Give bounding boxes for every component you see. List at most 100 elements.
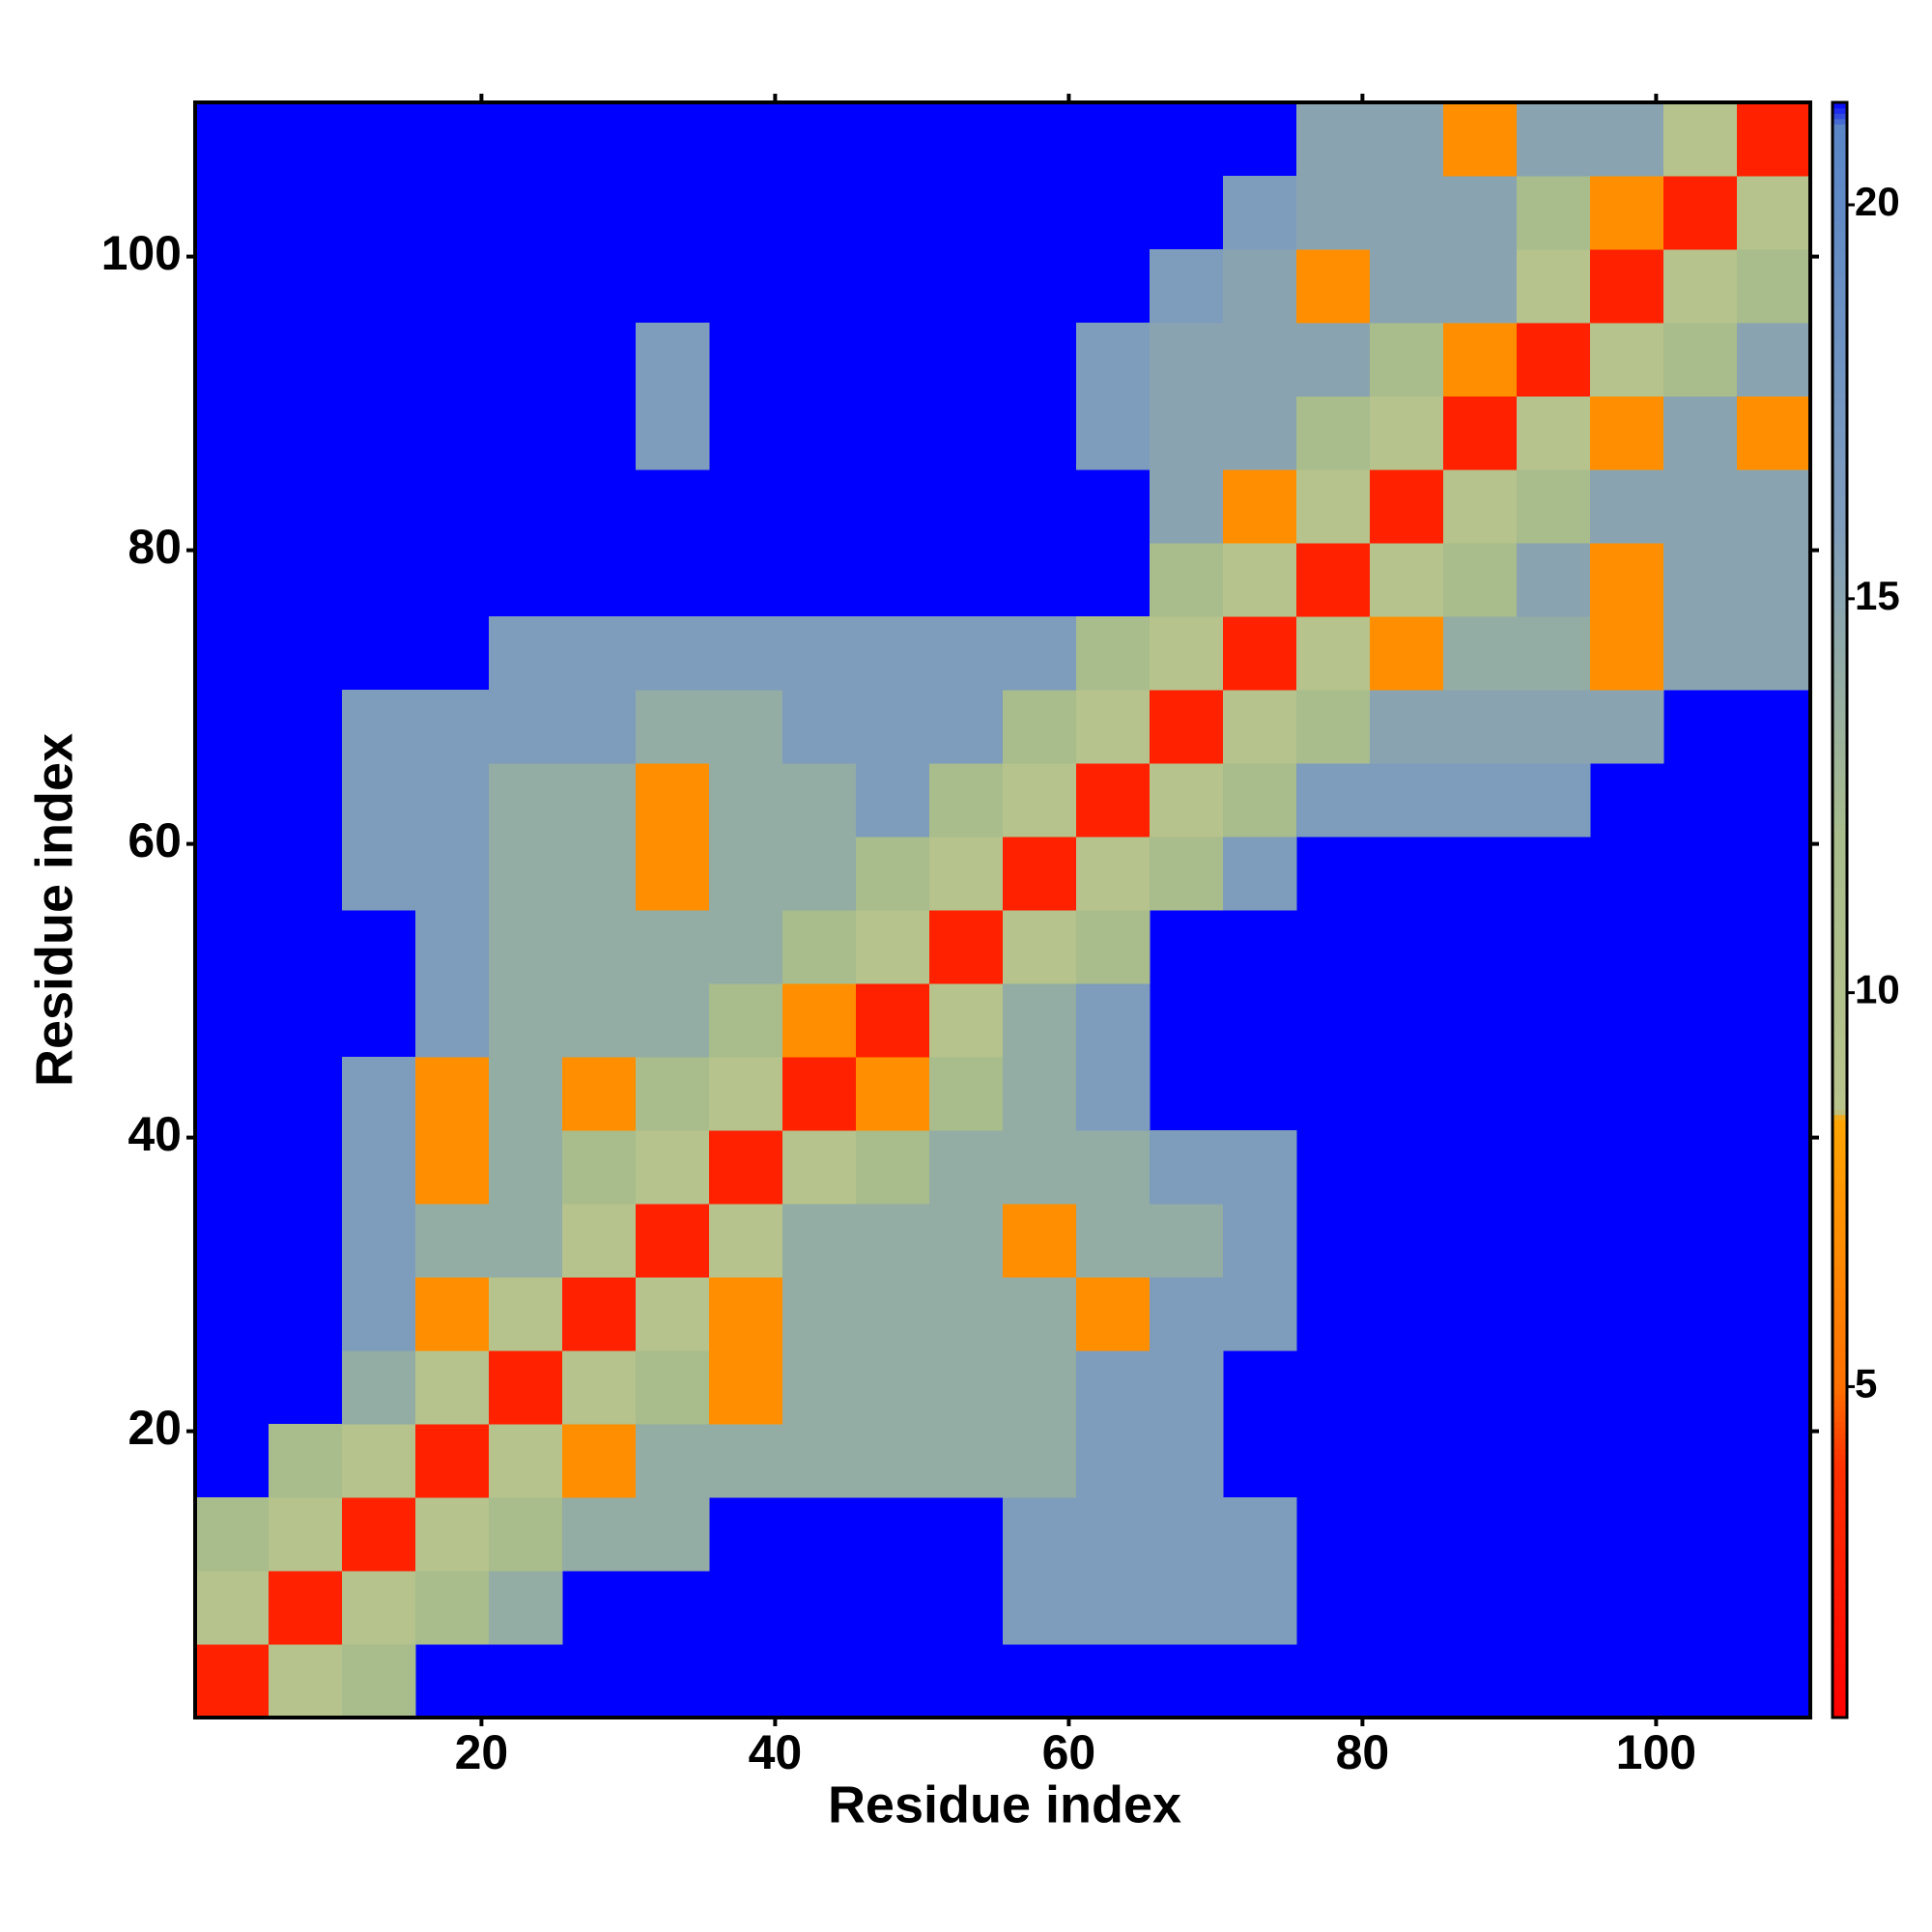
colorbar-swatch [1833, 1566, 1847, 1574]
heatmap-cell [1663, 249, 1738, 324]
colorbar-swatch [1833, 1540, 1847, 1547]
colorbar-swatch [1833, 1615, 1847, 1622]
heatmap-cell [709, 983, 783, 1058]
y-tick-label: 100 [101, 226, 182, 280]
heatmap-cell [1150, 690, 1224, 764]
colorbar-swatch [1833, 834, 1847, 841]
colorbar-swatch [1833, 1410, 1847, 1417]
heatmap-cell [562, 983, 637, 1058]
heatmap-cell [1076, 1424, 1151, 1498]
heatmap-cell [636, 690, 710, 764]
heatmap-cell [1370, 323, 1444, 397]
heatmap-cell [782, 616, 857, 691]
heatmap-cell [1076, 396, 1151, 470]
colorbar-swatch [1833, 1679, 1847, 1687]
heatmap-cell [856, 690, 930, 764]
colorbar-swatch [1833, 118, 1847, 125]
colorbar-swatch [1833, 264, 1847, 270]
colorbar-swatch [1833, 1378, 1847, 1385]
colorbar-swatch [1833, 1464, 1847, 1471]
colorbar-swatch [1833, 619, 1847, 626]
heatmap-cell [782, 1130, 857, 1205]
heatmap-cell [489, 910, 563, 984]
heatmap-cell [1223, 763, 1297, 838]
heatmap-cell [342, 763, 416, 838]
colorbar-swatch [1833, 1211, 1847, 1218]
colorbar-swatch [1833, 1136, 1847, 1143]
heatmap-cell [709, 1277, 783, 1351]
heatmap-cell [1737, 323, 1811, 397]
heatmap-cell [1443, 763, 1518, 838]
heatmap-cell [1003, 1204, 1077, 1278]
colorbar-swatch [1833, 124, 1847, 130]
colorbar-swatch [1833, 339, 1847, 346]
colorbar-swatch [1833, 323, 1847, 329]
colorbar-swatch [1833, 689, 1847, 696]
heatmap-cell [856, 1424, 930, 1498]
colorbar-swatch [1833, 1658, 1847, 1664]
colorbar-swatch [1833, 306, 1847, 313]
colorbar-swatch [1833, 683, 1847, 691]
heatmap-cell [636, 1350, 710, 1425]
colorbar-swatch [1833, 791, 1847, 798]
heatmap-cell [856, 1057, 930, 1131]
colorbar-swatch [1833, 1695, 1847, 1702]
colorbar-swatch [1833, 1001, 1847, 1008]
heatmap-cell [342, 1571, 416, 1645]
colorbar-swatch [1833, 1249, 1847, 1256]
heatmap-cell [782, 1424, 857, 1498]
colorbar-swatch [1833, 871, 1847, 879]
colorbar-swatch [1833, 1534, 1847, 1541]
colorbar-swatch [1833, 210, 1847, 216]
heatmap-cell [1517, 469, 1591, 544]
colorbar-swatch [1833, 128, 1847, 136]
heatmap-cell [562, 837, 637, 911]
heatmap-cell [415, 1571, 490, 1645]
heatmap-cell [1590, 323, 1664, 397]
heatmap-cell [1517, 543, 1591, 617]
colorbar-swatch [1833, 1168, 1847, 1175]
colorbar-swatch [1833, 1151, 1847, 1158]
colorbar-swatch [1833, 1222, 1847, 1229]
colorbar-swatch [1833, 1292, 1847, 1298]
colorbar-swatch [1833, 538, 1847, 545]
heatmap-cell [1150, 1497, 1224, 1572]
heatmap-cell [1076, 837, 1151, 911]
heatmap-cell [1737, 176, 1811, 250]
colorbar-swatch [1833, 748, 1847, 754]
colorbar-swatch [1833, 532, 1847, 540]
colorbar-swatch [1833, 1480, 1847, 1487]
colorbar-swatch [1833, 183, 1847, 189]
heatmap-cell [1223, 543, 1297, 617]
colorbar-swatch [1833, 668, 1847, 674]
colorbar-swatch [1833, 145, 1847, 152]
colorbar-swatch [1833, 172, 1847, 179]
colorbar-swatch [1833, 1421, 1847, 1428]
heatmap-cell [929, 837, 1004, 911]
heatmap-cell [489, 763, 563, 838]
colorbar-swatch [1833, 861, 1847, 868]
colorbar-swatch [1833, 1561, 1847, 1568]
colorbar-swatch [1833, 1206, 1847, 1212]
heatmap-cell [1663, 543, 1738, 617]
heatmap-cell [1590, 543, 1664, 617]
colorbar-swatch [1833, 1302, 1847, 1310]
heatmap-cell [1590, 176, 1664, 250]
heatmap-cell [342, 690, 416, 764]
colorbar-swatch [1833, 662, 1847, 668]
colorbar-swatch [1833, 1513, 1847, 1520]
heatmap-cell [1663, 616, 1738, 691]
colorbar-swatch [1833, 178, 1847, 185]
heatmap-cell [1076, 323, 1151, 397]
colorbar-swatch [1833, 1647, 1847, 1654]
heatmap-cell [1223, 1277, 1297, 1351]
colorbar-swatch [1833, 1442, 1847, 1449]
colorbar-swatch [1833, 1362, 1847, 1369]
heatmap-cell [1443, 690, 1518, 764]
heatmap-cell [1076, 1497, 1151, 1572]
colorbar-swatch [1833, 1604, 1847, 1611]
colorbar-swatch [1833, 1599, 1847, 1605]
heatmap-cell [562, 910, 637, 984]
colorbar-swatch [1833, 269, 1847, 275]
